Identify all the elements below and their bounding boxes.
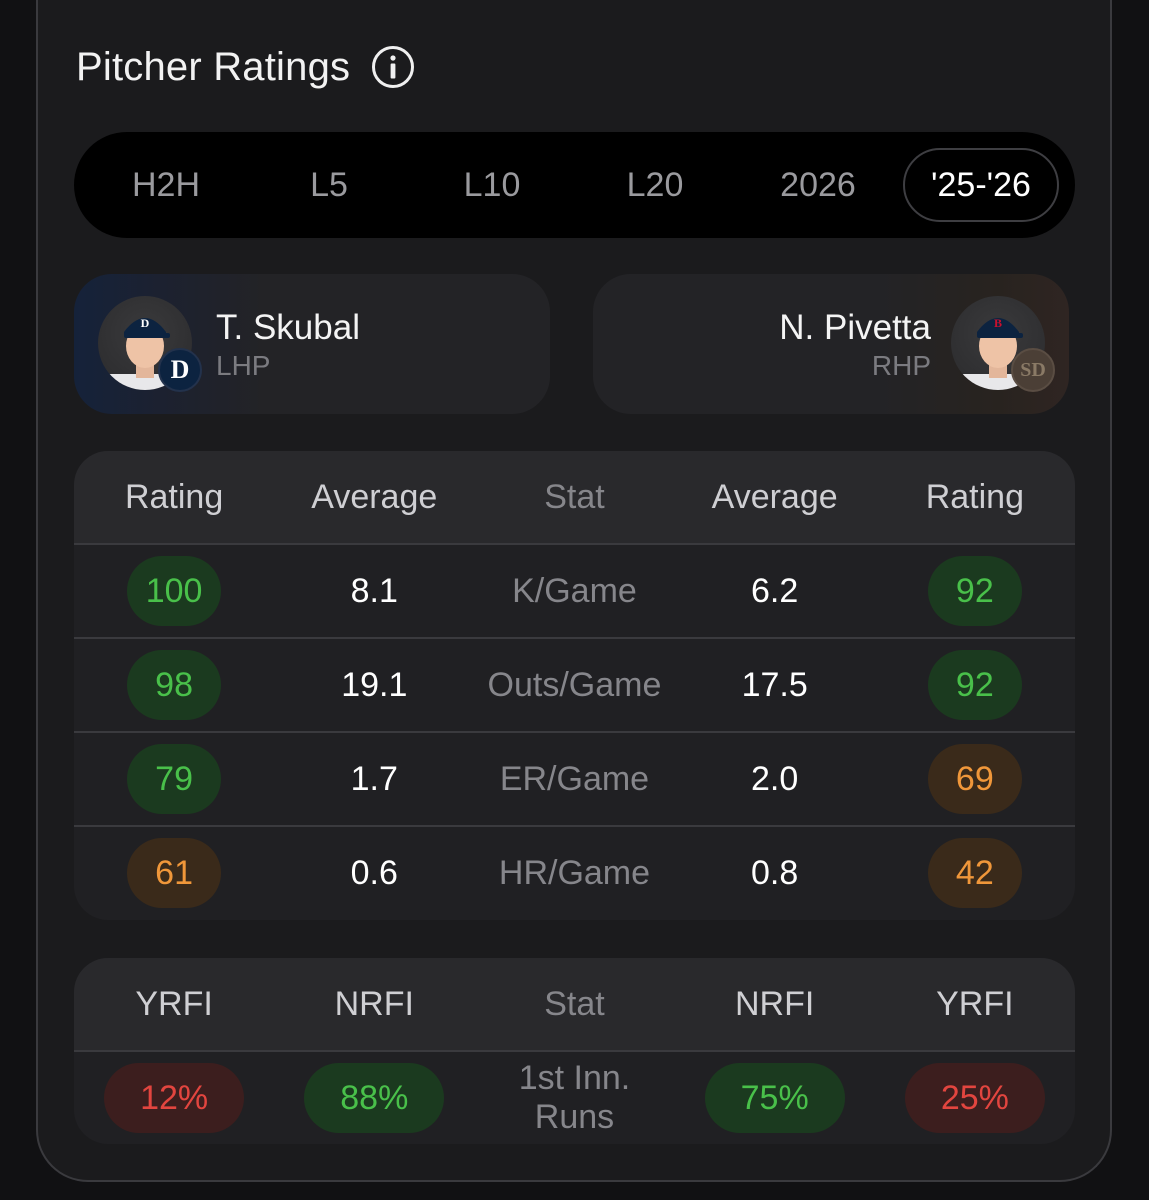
average-value: 19.1: [341, 665, 408, 704]
header: Pitcher Ratings: [76, 40, 415, 94]
pitcher-card-left[interactable]: D D T. Skubal LHP: [74, 274, 550, 414]
header-rating-right: Rating: [925, 477, 1024, 516]
yrfi-badge: 12%: [104, 1063, 245, 1133]
nrfi-table: YRFI NRFI Stat NRFI YRFI 12% 88% 1st Inn…: [74, 958, 1075, 1144]
header-yrfi-right: YRFI: [936, 984, 1014, 1023]
tab-l5[interactable]: L5: [310, 165, 348, 204]
average-value: 6.2: [751, 571, 799, 610]
page-title: Pitcher Ratings: [76, 44, 351, 89]
average-value: 1.7: [350, 759, 398, 798]
pitcher-card-right[interactable]: B SD N. Pivetta RHP: [593, 274, 1069, 414]
header-rating-left: Rating: [124, 477, 224, 516]
rating-badge: 98: [127, 650, 222, 720]
table-row: 100 8.1 K/Game 6.2 92: [74, 545, 1075, 639]
stat-label: HR/Game: [498, 853, 651, 892]
tab-h2h[interactable]: H2H: [131, 165, 201, 204]
table-row: 61 0.6 HR/Game 0.8 42: [74, 827, 1075, 919]
average-value: 17.5: [741, 665, 808, 704]
header-average-left: Average: [311, 477, 438, 516]
tab-l20[interactable]: L20: [626, 165, 684, 204]
stat-label: 1st Inn. Runs: [518, 1059, 631, 1136]
table-row: 98 19.1 Outs/Game 17.5 92: [74, 639, 1075, 733]
rating-badge: 79: [127, 744, 222, 814]
header-stat: Stat: [544, 984, 605, 1023]
pitcher-name: T. Skubal: [216, 308, 360, 347]
svg-text:D: D: [141, 316, 150, 330]
rating-badge: 42: [927, 838, 1022, 908]
team-logo-icon: D: [158, 348, 202, 392]
table-header: YRFI NRFI Stat NRFI YRFI: [74, 958, 1075, 1052]
pitcher-name: N. Pivetta: [779, 308, 931, 347]
avatar: B: [951, 296, 1045, 390]
rating-badge: 92: [927, 556, 1022, 626]
avatar: D: [98, 296, 192, 390]
rating-badge: 61: [127, 838, 222, 908]
stat-label: K/Game: [512, 571, 637, 610]
header-nrfi-right: NRFI: [734, 984, 815, 1023]
ratings-table: Rating Average Stat Average Rating 100 8…: [74, 451, 1075, 920]
table-row: 79 1.7 ER/Game 2.0 69: [74, 733, 1075, 827]
time-range-tabs: H2H L5 L10 L20 2026 '25-'26: [74, 132, 1075, 238]
header-yrfi-left: YRFI: [135, 984, 213, 1023]
header-average-right: Average: [711, 477, 838, 516]
tab-2026[interactable]: 2026: [780, 165, 856, 204]
pitcher-hand: LHP: [216, 350, 271, 381]
average-value: 0.6: [350, 853, 398, 892]
nrfi-badge: 75%: [704, 1063, 845, 1133]
tab-25-26[interactable]: '25-'26: [903, 148, 1059, 222]
pitcher-hand: RHP: [871, 350, 931, 381]
rating-badge: 92: [927, 650, 1022, 720]
stat-label: ER/Game: [499, 759, 650, 798]
rating-badge: 100: [127, 556, 222, 626]
header-stat: Stat: [544, 477, 605, 516]
yrfi-badge: 25%: [904, 1063, 1045, 1133]
stat-label: Outs/Game: [487, 665, 662, 704]
team-logo-icon: SD: [1011, 348, 1055, 392]
table-row: 12% 88% 1st Inn. Runs 75% 25%: [74, 1052, 1075, 1144]
average-value: 2.0: [751, 759, 799, 798]
info-icon[interactable]: [372, 46, 415, 88]
rating-badge: 69: [927, 744, 1022, 814]
average-value: 8.1: [350, 571, 398, 610]
table-header: Rating Average Stat Average Rating: [74, 451, 1075, 545]
average-value: 0.8: [751, 853, 799, 892]
header-nrfi-left: NRFI: [334, 984, 414, 1023]
tab-l10[interactable]: L10: [463, 165, 521, 204]
nrfi-badge: 88%: [304, 1063, 445, 1133]
svg-text:B: B: [994, 316, 1002, 330]
